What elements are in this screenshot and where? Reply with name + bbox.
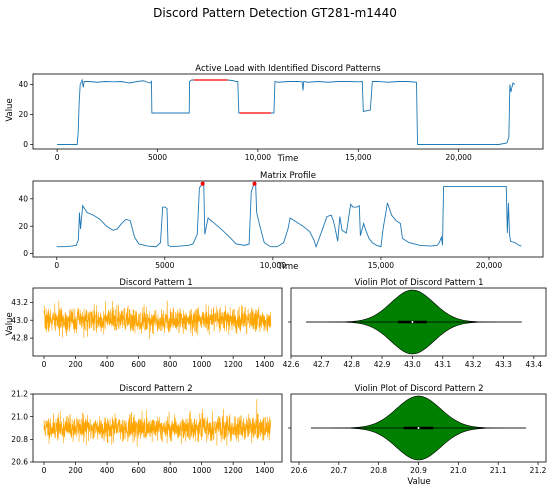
violin-2-panel: Violin Plot of Discord Pattern 2 Value	[355, 384, 484, 487]
mp-xtick-label: 10,000	[260, 261, 286, 270]
mp-xtick-label: 0	[54, 261, 59, 270]
active-load-title: Active Load with Identified Discord Patt…	[195, 64, 381, 74]
v1-xtick-label: 42.9	[374, 360, 391, 369]
active-ytick-label: 20	[18, 110, 28, 119]
active-ytick-label: 0	[23, 140, 28, 149]
v2-xtick-label: 20.8	[370, 466, 387, 475]
active-xtick-label: 10,000	[245, 153, 271, 162]
v2-plot: 20.6 20.7 20.8 20.9 21.0 21.1 21.2	[288, 393, 547, 475]
dp1-ytick-label: 42.8	[11, 334, 28, 343]
v2-xtick-label: 20.6	[291, 466, 308, 475]
active-load-xlabel: Time	[277, 154, 299, 164]
active-xtick-label: 5000	[148, 153, 167, 162]
dp2-xtick-label: 400	[100, 466, 115, 475]
dp2-xtick-label: 1000	[192, 466, 211, 475]
v2-xtick-label: 20.7	[330, 466, 347, 475]
dp2-xtick-label: 600	[131, 466, 146, 475]
mp-plot: 0 5000 10,000 15,000 20,000 0 20 40	[18, 180, 544, 270]
mp-xtick-label: 20,000	[476, 261, 502, 270]
dp1-xtick-label: 1200	[224, 360, 243, 369]
dp1-axes-frame	[32, 287, 283, 357]
matrix-profile-panel: Matrix Profile Time	[260, 171, 316, 272]
dp1-xtick-label: 400	[100, 360, 115, 369]
dp1-xtick-label: 600	[131, 360, 146, 369]
v2-xtick-label: 21.1	[490, 466, 507, 475]
violin-1-title: Violin Plot of Discord Pattern 1	[355, 278, 484, 288]
dp2-plot: 0 200 400 600 800 1000 1200 1400 20.6 20.8 21.0 21.…	[11, 390, 283, 475]
active-ytick-label: 40	[18, 80, 28, 89]
dp2-series-line	[43, 399, 272, 447]
matrix-profile-xlabel: Time	[277, 262, 299, 272]
dp2-xtick-label: 1200	[224, 466, 243, 475]
mp-ytick-label: 40	[18, 194, 28, 203]
dp1-xtick-label: 800	[163, 360, 178, 369]
v1-xtick-label: 43.0	[404, 360, 421, 369]
mp-xtick-label: 15,000	[368, 261, 394, 270]
mp-xtick-label: 5000	[155, 261, 174, 270]
dp2-ytick-label: 21.2	[11, 390, 28, 399]
discord-pattern-2-title: Discord Pattern 2	[119, 384, 192, 394]
dp1-series-line	[43, 300, 272, 340]
dp1-ytick-label: 43.2	[11, 298, 28, 307]
violin-2-xlabel: Value	[407, 477, 430, 487]
active-xtick-label: 20,000	[446, 153, 472, 162]
active-axes-frame	[32, 73, 544, 150]
mp-series-line	[56, 181, 522, 249]
mp-ytick-label: 20	[18, 222, 28, 231]
matrix-profile-title: Matrix Profile	[260, 171, 316, 181]
v1-xtick-label: 43.3	[495, 360, 512, 369]
discord-pattern-1-panel: Discord Pattern 1 Value	[5, 278, 193, 336]
active-xtick-label: 0	[55, 153, 60, 162]
active-load-ylabel: Value	[5, 98, 15, 121]
v2-xtick-label: 21.0	[450, 466, 467, 475]
violin-2-title: Violin Plot of Discord Pattern 2	[355, 384, 484, 394]
dp2-ytick-label: 20.8	[11, 435, 28, 444]
dp1-ytick-label: 43.0	[11, 316, 28, 325]
dp1-xtick-label: 1000	[192, 360, 211, 369]
dp1-xtick-label: 200	[68, 360, 83, 369]
dp2-xtick-label: 1400	[255, 466, 274, 475]
dp2-ytick-label: 21.0	[11, 412, 28, 421]
discord-pattern-2-panel: Discord Pattern 2	[119, 384, 192, 394]
dp1-xtick-label: 1400	[255, 360, 274, 369]
violin-1-panel: Violin Plot of Discord Pattern 1	[355, 278, 484, 288]
active-plot: 0 5000 10,000 15,000 20,000 0 20 40	[18, 73, 544, 162]
v1-median-dot	[411, 321, 414, 323]
v1-xtick-label: 43.2	[465, 360, 482, 369]
dp1-xtick-label: 0	[42, 360, 47, 369]
discord-pattern-1-ylabel: Value	[5, 312, 15, 335]
dp2-xtick-label: 800	[163, 466, 178, 475]
dp2-axes-frame	[32, 393, 283, 463]
v1-axes-frame	[290, 287, 547, 357]
active-load-panel: Active Load with Identified Discord Patt…	[5, 64, 381, 164]
v1-xtick-label: 42.8	[343, 360, 360, 369]
mp-axes-frame	[32, 180, 544, 258]
figure-suptitle: Discord Pattern Detection GT281-m1440	[153, 6, 397, 20]
dp1-plot: 0 200 400 600 800 1000 1200 1400 42.8 43.0 43.2	[11, 287, 283, 369]
mp-ytick-label: 0	[23, 249, 28, 258]
v1-plot: 42.6 42.7 42.8 42.9 43.0 43.1 43.2 43.3 43.4	[283, 287, 547, 369]
v2-xtick-label: 20.9	[410, 466, 427, 475]
dp2-xtick-label: 0	[42, 466, 47, 475]
dp2-xtick-label: 200	[68, 466, 83, 475]
v1-xtick-label: 42.6	[283, 360, 300, 369]
discord-marker-2	[252, 181, 257, 186]
discord-marker-1	[200, 181, 205, 186]
discord-pattern-1-title: Discord Pattern 1	[119, 278, 192, 288]
v1-xtick-label: 42.7	[313, 360, 330, 369]
v1-xtick-label: 43.1	[434, 360, 451, 369]
dp2-ytick-label: 20.6	[11, 458, 28, 467]
v1-xtick-label: 43.4	[526, 360, 543, 369]
v2-xtick-label: 21.2	[530, 466, 547, 475]
active-xtick-label: 15,000	[345, 153, 371, 162]
active-series-line	[57, 78, 516, 145]
v2-median-dot	[417, 427, 420, 429]
